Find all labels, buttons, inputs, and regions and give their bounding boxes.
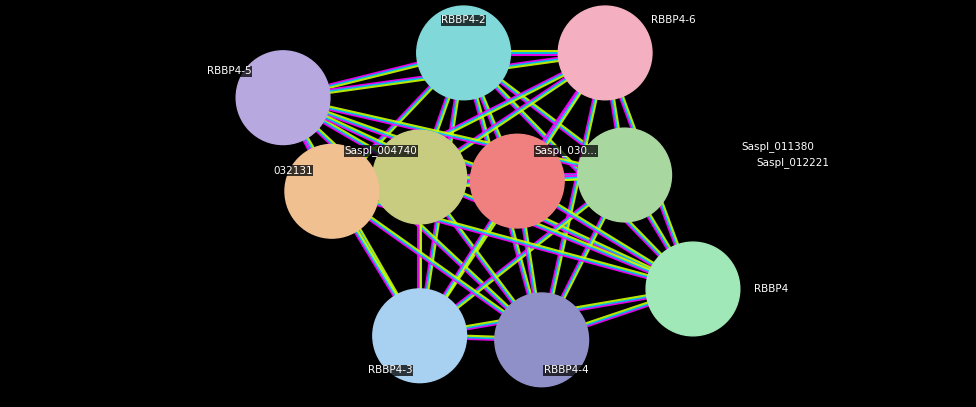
Ellipse shape [646, 242, 740, 336]
Text: RBBP4-5: RBBP4-5 [207, 66, 252, 76]
Ellipse shape [558, 6, 652, 100]
Ellipse shape [578, 128, 671, 222]
Ellipse shape [236, 51, 330, 144]
Text: SaspI_030...: SaspI_030... [535, 145, 597, 156]
Text: RBBP4-3: RBBP4-3 [368, 365, 413, 375]
Text: 032131: 032131 [273, 166, 312, 176]
Ellipse shape [470, 134, 564, 228]
Text: RBBP4-4: RBBP4-4 [544, 365, 589, 375]
Text: RBBP4-6: RBBP4-6 [651, 15, 696, 25]
Text: SaspI_012221: SaspI_012221 [756, 158, 830, 168]
Ellipse shape [285, 144, 379, 238]
Ellipse shape [495, 293, 589, 387]
Text: SaspI_004740: SaspI_004740 [345, 145, 417, 156]
Text: RBBP4-2: RBBP4-2 [441, 15, 486, 25]
Ellipse shape [373, 289, 467, 383]
Ellipse shape [417, 6, 510, 100]
Text: SaspI_011380: SaspI_011380 [742, 141, 815, 152]
Ellipse shape [373, 130, 467, 224]
Text: RBBP4: RBBP4 [753, 284, 789, 294]
